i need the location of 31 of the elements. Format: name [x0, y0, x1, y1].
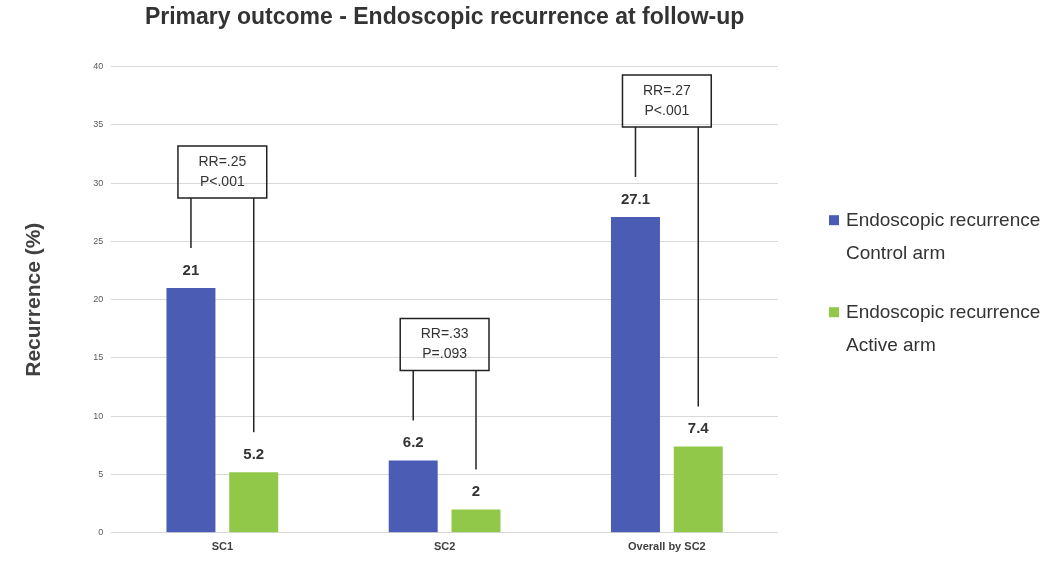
- annotation: RR=.27 P<.001: [642, 81, 692, 118]
- bar: [610, 216, 660, 533]
- data-label: 21: [182, 260, 200, 278]
- y-tick-label: 35: [93, 119, 104, 130]
- y-tick-label: 30: [93, 177, 104, 188]
- annotation: RR=.33 P=.093: [420, 325, 469, 362]
- legend-label: Endoscopic recurrence Active arm: [846, 301, 1041, 356]
- bar: [388, 460, 438, 533]
- data-label: 5.2: [243, 444, 265, 462]
- x-tick-label: SC1: [211, 540, 234, 553]
- data-label: 27.1: [620, 189, 651, 207]
- data-label: 7.4: [687, 419, 710, 437]
- y-tick-label: 0: [98, 527, 104, 538]
- data-label: 2: [471, 482, 481, 500]
- x-tick-label: SC2: [433, 540, 456, 553]
- legend-label: Endoscopic recurrence Control arm: [846, 209, 1041, 264]
- y-tick-label: 40: [93, 61, 104, 72]
- bar: [166, 288, 216, 533]
- y-axis-title: Recurrence (%): [21, 222, 45, 377]
- y-tick-label: 25: [93, 235, 104, 246]
- annotation: RR=.25 P<.001: [198, 152, 247, 189]
- y-tick-label: 15: [93, 352, 104, 363]
- chart-title: Primary outcome - Endoscopic recurrence at follow-up: [144, 3, 745, 30]
- bar: [451, 509, 501, 533]
- bar: [229, 472, 279, 533]
- y-tick-label: 5: [98, 469, 104, 480]
- y-tick-label: 20: [93, 294, 104, 305]
- y-tick-label: 10: [93, 410, 104, 421]
- data-label: 6.2: [402, 433, 424, 451]
- bar: [673, 446, 723, 533]
- x-tick-label: Overall by SC2: [628, 540, 706, 553]
